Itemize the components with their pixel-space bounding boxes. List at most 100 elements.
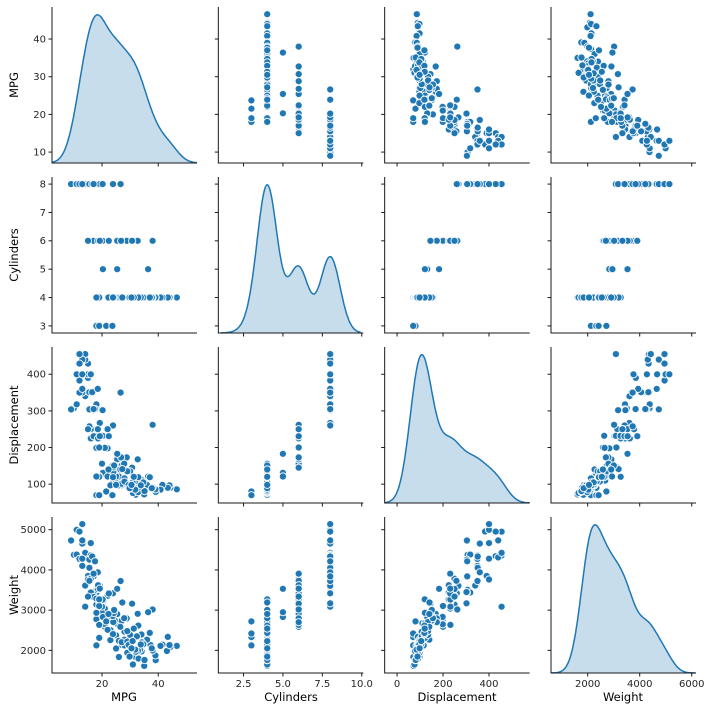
data-point bbox=[620, 180, 629, 189]
data-point bbox=[89, 569, 98, 578]
data-point bbox=[597, 293, 606, 302]
data-point bbox=[75, 359, 84, 368]
x-ticks bbox=[396, 163, 490, 167]
x-tick-label: 5.0 bbox=[275, 679, 291, 690]
data-point bbox=[660, 359, 669, 368]
data-point bbox=[484, 554, 494, 563]
data-point bbox=[247, 629, 256, 638]
data-point bbox=[665, 370, 674, 379]
data-point bbox=[420, 265, 429, 274]
x-ticks bbox=[587, 503, 693, 507]
data-point bbox=[413, 652, 422, 661]
data-point bbox=[453, 605, 462, 614]
data-point bbox=[294, 113, 303, 122]
data-point bbox=[93, 384, 102, 393]
scatter-points bbox=[247, 350, 335, 500]
data-point bbox=[118, 465, 127, 474]
scatter-points bbox=[573, 180, 674, 330]
y-ticks bbox=[214, 529, 219, 651]
data-point bbox=[125, 652, 134, 661]
panel-cylinders-vs-mpg: 3 4 5 6 7 8 bbox=[40, 177, 197, 337]
data-point bbox=[78, 370, 87, 379]
y-tick-label: 30 bbox=[33, 72, 46, 83]
data-point bbox=[278, 584, 287, 593]
kde-curve bbox=[220, 184, 361, 334]
data-point bbox=[247, 104, 256, 113]
data-point bbox=[98, 180, 107, 189]
panel-displacement-vs-cylinders bbox=[214, 347, 364, 507]
y-tick-label: 3 bbox=[40, 321, 46, 332]
data-point bbox=[112, 644, 121, 653]
data-point bbox=[494, 536, 503, 545]
data-point bbox=[594, 491, 603, 500]
data-point bbox=[446, 113, 455, 122]
axes-spines bbox=[51, 7, 197, 164]
data-point bbox=[463, 557, 472, 566]
x-axis-label-cylinders: Cylinders bbox=[264, 690, 318, 704]
data-point bbox=[144, 608, 153, 617]
data-point bbox=[113, 584, 122, 593]
data-point bbox=[420, 95, 429, 104]
data-point bbox=[473, 123, 482, 132]
data-point bbox=[607, 472, 617, 481]
data-point bbox=[110, 605, 119, 615]
data-point bbox=[147, 484, 156, 493]
data-point bbox=[108, 180, 118, 189]
x-tick-label: 40 bbox=[152, 679, 165, 690]
scatter-points bbox=[247, 10, 335, 160]
y-ticks bbox=[547, 529, 551, 651]
data-point bbox=[462, 109, 471, 118]
data-point bbox=[633, 432, 642, 441]
data-point bbox=[574, 68, 583, 78]
data-point bbox=[491, 140, 500, 149]
data-point bbox=[484, 180, 494, 189]
data-point bbox=[435, 89, 444, 99]
data-point bbox=[604, 80, 613, 89]
data-point bbox=[409, 114, 418, 123]
data-point bbox=[78, 180, 87, 189]
data-point bbox=[450, 592, 459, 601]
data-point bbox=[610, 420, 619, 429]
data-point bbox=[602, 487, 611, 496]
y-ticks: 10 20 30 40 bbox=[33, 34, 52, 158]
x-tick-label: 400 bbox=[479, 679, 498, 690]
axes-spines bbox=[217, 177, 364, 334]
data-point bbox=[450, 236, 459, 245]
data-point bbox=[89, 405, 98, 414]
data-point bbox=[578, 61, 587, 70]
data-point bbox=[577, 53, 586, 62]
data-point bbox=[608, 265, 617, 274]
data-point bbox=[412, 10, 421, 19]
data-point bbox=[628, 127, 637, 136]
y-tick-label: 5 bbox=[40, 265, 46, 276]
data-point bbox=[413, 22, 422, 31]
data-point bbox=[278, 449, 287, 458]
data-point bbox=[631, 180, 640, 189]
data-point bbox=[618, 129, 627, 138]
data-point bbox=[81, 602, 90, 611]
data-point bbox=[116, 388, 125, 397]
data-point bbox=[641, 405, 650, 414]
data-point bbox=[294, 569, 303, 578]
data-point bbox=[598, 85, 608, 95]
data-point bbox=[83, 425, 93, 434]
y-ticks bbox=[547, 38, 551, 153]
data-point bbox=[145, 473, 154, 482]
scatter-points bbox=[409, 180, 506, 330]
data-point bbox=[278, 48, 287, 57]
x-tick-label: 200 bbox=[433, 679, 452, 690]
data-point bbox=[462, 599, 471, 608]
data-point bbox=[326, 85, 335, 94]
data-point bbox=[621, 406, 630, 415]
x-tick-label: 4000 bbox=[627, 679, 652, 690]
data-point bbox=[116, 622, 125, 631]
data-point bbox=[104, 236, 113, 245]
data-point bbox=[116, 180, 125, 189]
data-point bbox=[484, 575, 494, 584]
data-point bbox=[411, 104, 420, 113]
data-point bbox=[631, 405, 640, 414]
data-point bbox=[473, 85, 482, 94]
data-point bbox=[453, 42, 462, 51]
